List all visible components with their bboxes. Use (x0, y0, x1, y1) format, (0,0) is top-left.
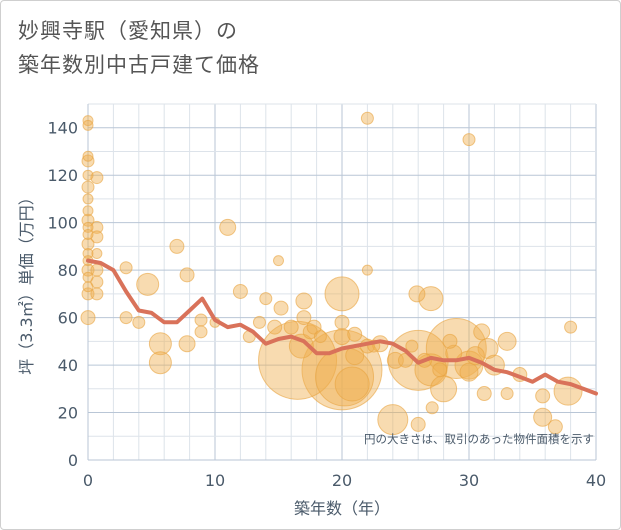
data-bubble (90, 171, 104, 185)
data-bubble (82, 193, 94, 205)
axes: 0 10 20 30 40 0 20 40 60 80 100 120 140 (47, 119, 606, 490)
data-bubble (535, 388, 551, 404)
data-bubble (462, 133, 476, 147)
data-bubble (82, 281, 94, 293)
data-bubble (169, 238, 185, 254)
data-bubble (296, 310, 312, 326)
data-bubble (473, 323, 491, 341)
data-bubble (477, 337, 499, 359)
data-bubble (90, 220, 104, 234)
data-bubble (333, 328, 351, 346)
data-bubble (178, 335, 196, 353)
data-bubble (295, 292, 313, 310)
data-bubble (119, 261, 133, 275)
y-tick-label: 20 (58, 404, 78, 423)
data-bubble (334, 314, 350, 330)
data-bubble (273, 255, 284, 267)
data-bubble (82, 229, 94, 241)
data-bubble (476, 386, 492, 402)
data-bubble (347, 326, 363, 342)
data-bubble (500, 387, 514, 401)
y-tick-label: 80 (58, 261, 78, 280)
data-bubble (148, 332, 172, 356)
data-bubble (430, 375, 458, 403)
x-axis-label: 築年数（年） (294, 499, 390, 518)
chart-title: 妙興寺駅（愛知県）の 築年数別中古戸建て価格 (18, 14, 260, 82)
data-bubble (313, 330, 327, 344)
data-bubble (442, 333, 458, 349)
data-bubble (283, 319, 299, 335)
data-bubble (361, 264, 373, 276)
title-line-1: 妙興寺駅（愛知県）の (18, 19, 238, 43)
data-bubble (119, 311, 133, 325)
data-bubble (136, 272, 160, 296)
data-bubble (90, 287, 104, 301)
y-axis-label: 坪（3.3㎡）単価（万円） (17, 189, 36, 374)
x-tick-label: 40 (586, 471, 606, 490)
data-bubble (432, 362, 448, 378)
data-bubble (564, 320, 578, 334)
data-bubble (232, 283, 248, 299)
data-bubble (148, 351, 172, 375)
data-bubble (82, 150, 94, 162)
data-bubble (90, 230, 104, 244)
data-bubble (179, 267, 195, 283)
data-bubble (194, 325, 208, 339)
data-bubble (334, 366, 370, 402)
data-bubble (252, 315, 266, 329)
data-bubble (81, 237, 95, 251)
data-bubble (273, 300, 289, 316)
data-bubble (547, 419, 563, 435)
bubble-size-note: 円の大きさは、取引のあった物件面積を示す (364, 432, 594, 446)
data-bubble (259, 292, 273, 306)
x-tick-label: 0 (83, 471, 93, 490)
data-bubble (81, 180, 95, 194)
y-tick-label: 100 (47, 214, 78, 233)
y-tick-label: 140 (47, 119, 78, 138)
data-bubble (82, 271, 94, 283)
data-bubble (377, 404, 409, 436)
title-line-2: 築年数別中古戸建て価格 (18, 53, 260, 77)
data-bubble (80, 310, 96, 326)
data-bubble (132, 315, 146, 329)
y-tick-label: 60 (58, 309, 78, 328)
x-tick-label: 20 (332, 471, 352, 490)
data-bubble (267, 319, 283, 335)
data-bubble (459, 362, 479, 382)
bubble-layer (80, 111, 583, 436)
x-tick-label: 30 (459, 471, 479, 490)
data-bubble (360, 111, 374, 125)
data-bubble (306, 319, 322, 335)
average-line-layer (86, 258, 598, 396)
data-bubble (82, 169, 94, 181)
data-bubble (194, 313, 208, 327)
data-bubble (82, 119, 94, 131)
data-bubble (90, 263, 104, 277)
average-price-line (86, 258, 598, 396)
data-bubble (410, 416, 426, 432)
y-tick-label: 120 (47, 166, 78, 185)
data-bubble (219, 218, 237, 236)
y-tick-label: 0 (68, 451, 78, 470)
data-bubble (91, 248, 103, 260)
data-bubble (82, 205, 94, 217)
x-tick-label: 10 (205, 471, 225, 490)
data-bubble (408, 285, 426, 303)
y-tick-label: 40 (58, 356, 78, 375)
data-bubble (497, 331, 517, 351)
data-bubble (533, 407, 553, 427)
data-bubble (405, 339, 419, 353)
grid (87, 103, 597, 461)
data-bubble (324, 276, 360, 312)
data-bubble (425, 401, 439, 415)
